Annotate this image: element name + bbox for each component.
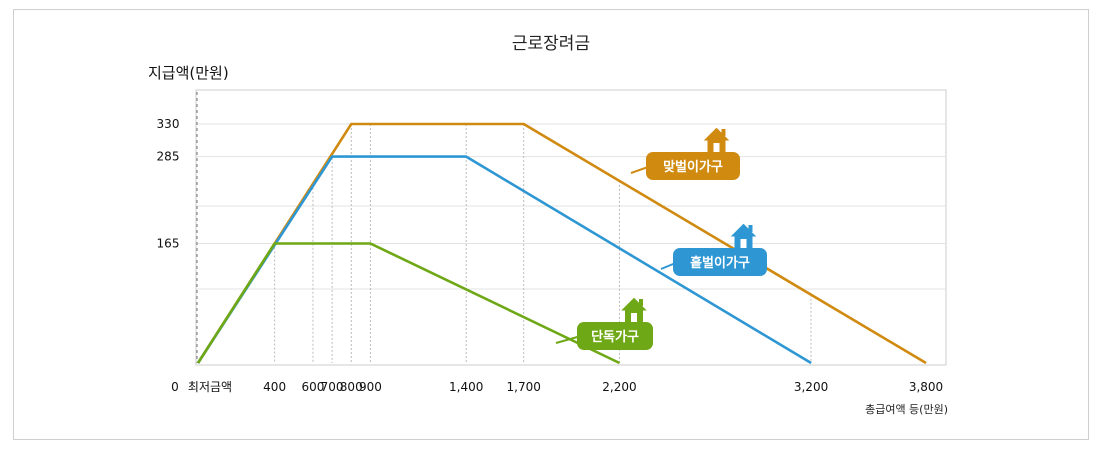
y-axis-label: 지급액(만원) (148, 64, 229, 82)
badge-box (673, 248, 767, 276)
x-tick-label-5: 1,400 (449, 380, 483, 394)
x-tick-label-4: 900 (359, 380, 382, 394)
x-tick-label-9: 3,800 (909, 380, 943, 394)
y-tick-label-2: 330 (157, 117, 180, 131)
badge-box (577, 322, 653, 350)
x-origin-label: 0 (171, 380, 179, 394)
house-chimney (748, 225, 753, 232)
house-icon (728, 222, 759, 248)
house-chimney (721, 129, 726, 136)
x-axis-label: 총급여액 등(만원) (865, 403, 948, 416)
x-min-label: 최저금액 (188, 380, 232, 394)
house-door (713, 143, 720, 152)
house-door (740, 239, 747, 248)
x-tick-label-8: 3,200 (794, 380, 828, 394)
house-chimney (639, 299, 643, 306)
x-tick-label-3: 800 (340, 380, 363, 394)
series-line-2 (196, 242, 621, 365)
plot-area (195, 89, 947, 366)
badge-label: 맞벌이가구 (663, 159, 723, 175)
house-icon (701, 126, 732, 152)
x-tick-label-7: 2,200 (602, 380, 636, 394)
series-layer (196, 122, 927, 365)
badge-pointer (555, 335, 582, 344)
legend-badge-0: 맞벌이가구 (630, 126, 740, 180)
y-tick-label-1: 285 (157, 150, 180, 164)
legend-badge-1: 홑벌이가구 (660, 222, 767, 276)
chart-title: 근로장려금 (512, 34, 590, 54)
house-door (631, 313, 637, 322)
badge-box (646, 152, 740, 180)
x-tick-label-0: 400 (263, 380, 286, 394)
badge-label: 홑벌이가구 (690, 255, 750, 271)
x-tick-label-1: 600 (301, 380, 324, 394)
house-icon (618, 296, 650, 322)
x-tick-label-2: 700 (321, 380, 344, 394)
badge-label: 단독가구 (591, 329, 639, 345)
y-tick-label-0: 165 (157, 237, 180, 251)
x-tick-label-6: 1,700 (507, 380, 541, 394)
legend-badge-2: 단독가구 (555, 296, 653, 350)
